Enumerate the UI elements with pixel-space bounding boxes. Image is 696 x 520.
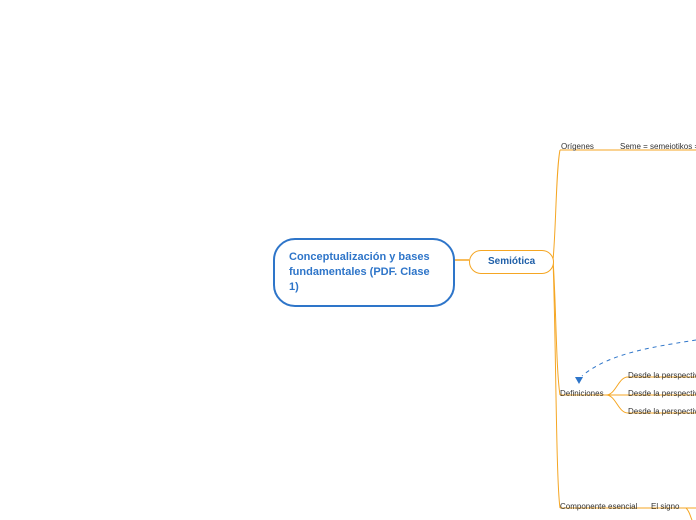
leaf-componente[interactable]: Componente esencial [560,502,637,512]
leaf-el-signo[interactable]: El signo [651,502,679,512]
leaf-definiciones[interactable]: Definiciones [560,389,604,399]
leaf-perspectiva-3[interactable]: Desde la perspectiva ling [628,407,696,417]
root-node[interactable]: Conceptualización y bases fundamentales … [273,238,455,307]
leaf-perspectiva-2[interactable]: Desde la perspectiva de [628,389,696,399]
leaf-origenes[interactable]: Orígenes [561,142,594,152]
mindmap-canvas: Conceptualización y bases fundamentales … [0,0,696,520]
leaf-seme[interactable]: Seme = semeiotikos = inte [620,142,696,152]
leaf-perspectiva-1[interactable]: Desde la perspectiva del [628,371,696,381]
node-semiotica[interactable]: Semiótica [469,250,554,274]
